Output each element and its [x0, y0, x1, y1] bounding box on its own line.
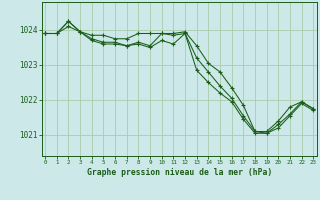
- X-axis label: Graphe pression niveau de la mer (hPa): Graphe pression niveau de la mer (hPa): [87, 168, 272, 177]
